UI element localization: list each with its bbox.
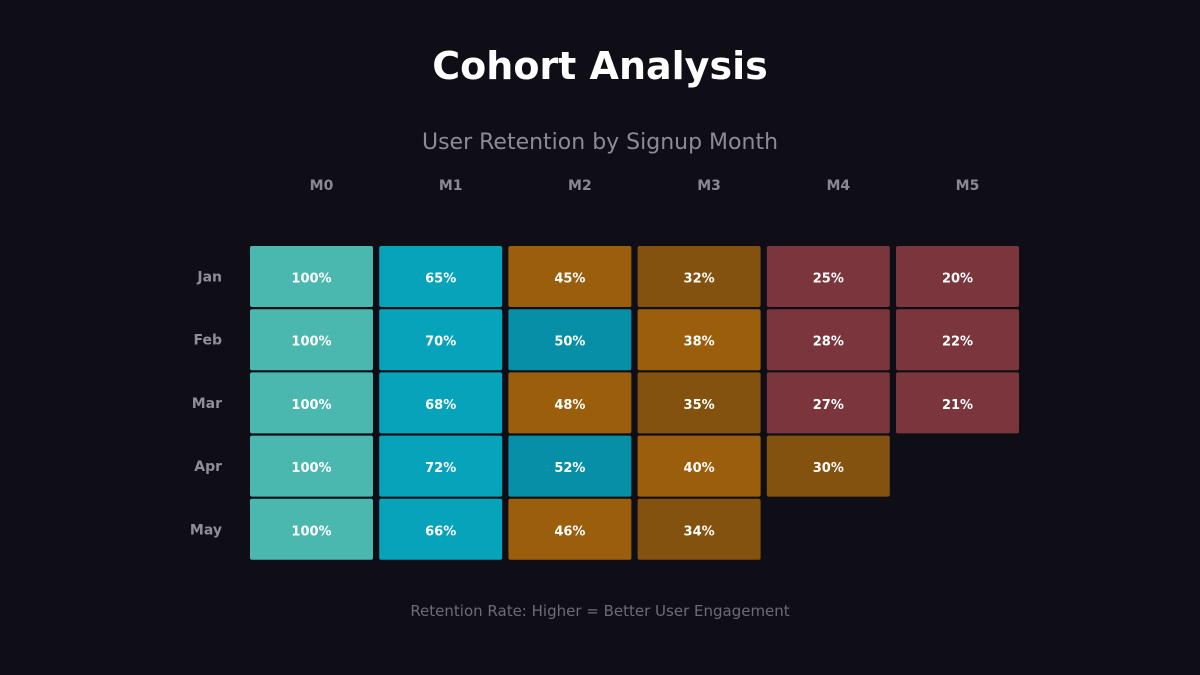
heatmap-cell-label: 40%: [684, 461, 715, 476]
heatmap-cell: [250, 372, 373, 434]
heatmap-cell-label: 50%: [554, 335, 585, 350]
heatmap-cell-label: 46%: [554, 524, 585, 539]
heatmap-cell: [637, 246, 761, 307]
heatmap-cell-label: 32%: [684, 272, 715, 287]
heatmap-cell: [637, 435, 761, 497]
heatmap-cell: [379, 246, 503, 307]
heatmap-cell-label: 100%: [291, 335, 331, 350]
row-label-feb: Feb: [193, 333, 222, 349]
column-label-m0: M0: [310, 178, 334, 194]
heatmap-cell-label: 45%: [554, 272, 585, 287]
heatmap-cell-label: 20%: [942, 272, 973, 287]
heatmap-cell-label: 22%: [942, 335, 973, 350]
heatmap-cell: [766, 309, 890, 371]
heatmap-cell: [637, 372, 761, 434]
row-label-jan: Jan: [196, 270, 222, 286]
heatmap-cell-label: 100%: [291, 524, 331, 539]
heatmap-cell: [379, 372, 503, 434]
heatmap-cell: [379, 435, 503, 497]
heatmap-cell: [896, 246, 1019, 307]
heatmap-cell: [766, 372, 890, 434]
heatmap-cell-label: 35%: [684, 398, 715, 413]
heatmap-cell: [250, 435, 373, 497]
heatmap-cell: [896, 309, 1019, 371]
heatmap-cell-label: 28%: [813, 335, 844, 350]
column-label-m5: M5: [956, 178, 980, 194]
heatmap-cell-label: 48%: [554, 398, 585, 413]
heatmap-cell-label: 52%: [554, 461, 585, 476]
heatmap-cell: [250, 246, 373, 307]
heatmap-cell: [379, 498, 503, 560]
heatmap-cell: [379, 309, 503, 371]
row-label-mar: Mar: [192, 396, 222, 412]
chart-subtitle: User Retention by Signup Month: [421, 130, 779, 155]
heatmap-cell-label: 100%: [291, 272, 331, 287]
heatmap-cell-label: 38%: [684, 335, 715, 350]
column-label-m4: M4: [826, 178, 850, 194]
heatmap-cell-label: 27%: [813, 398, 844, 413]
heatmap-cell: [508, 309, 632, 371]
heatmap-cell-label: 68%: [425, 398, 456, 413]
chart-footer-note: Retention Rate: Higher = Better User Eng…: [410, 602, 790, 620]
column-label-m2: M2: [568, 178, 592, 194]
row-label-may: May: [190, 522, 222, 538]
heatmap-cell-label: 100%: [291, 461, 331, 476]
row-label-apr: Apr: [194, 459, 222, 475]
heatmap-cell: [637, 498, 761, 560]
heatmap-cell: [250, 498, 373, 560]
heatmap-cell: [508, 372, 632, 434]
heatmap-cell: [766, 246, 890, 307]
chart-title: Cohort Analysis: [432, 44, 768, 88]
heatmap-cell: [637, 309, 761, 371]
heatmap-cell-label: 21%: [942, 398, 973, 413]
heatmap-cell-label: 25%: [813, 272, 844, 287]
heatmap-cell-label: 30%: [813, 461, 844, 476]
column-label-m1: M1: [439, 178, 463, 194]
heatmap-cell: [250, 309, 373, 371]
heatmap-cell-label: 70%: [425, 335, 456, 350]
heatmap-cell-label: 34%: [684, 524, 715, 539]
heatmap-cell: [508, 435, 632, 497]
column-label-m3: M3: [697, 178, 721, 194]
heatmap-cell-label: 100%: [291, 398, 331, 413]
heatmap-cell-label: 72%: [425, 461, 456, 476]
heatmap-cell: [508, 246, 632, 307]
heatmap-cell-label: 65%: [425, 272, 456, 287]
heatmap-cell-label: 66%: [425, 524, 456, 539]
heatmap-cell: [508, 498, 632, 560]
heatmap-cell: [766, 435, 890, 497]
heatmap-cell: [896, 372, 1019, 434]
